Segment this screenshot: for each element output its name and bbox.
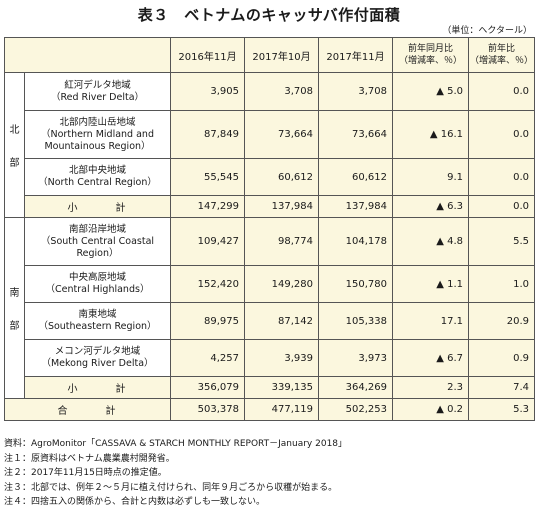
cell-2017-11: 105,338 [318,302,393,340]
cell-2016-11: 55,545 [170,158,245,196]
cell-yoy: 1.0 [468,265,535,303]
table-title: 表３ ベトナムのキャッサバ作付面積 [137,6,401,24]
cell-yoy-month: ▲ 6.3 [392,195,469,218]
region-name: メコン河デルタ地域 （Mekong River Delta） [24,339,171,377]
cell-2017-10: 477,119 [244,398,319,421]
cell-2017-11: 104,178 [318,217,393,266]
cell-2017-11: 502,253 [318,398,393,421]
header-col2: 2017年10月 [244,37,319,73]
subtotal-label: 小 計 [24,195,171,218]
cell-2017-10: 87,142 [244,302,319,340]
cell-yoy: 5.3 [468,398,535,421]
group-south: 南部 [4,217,25,399]
cell-yoy-month: ▲ 0.2 [392,398,469,421]
cell-2016-11: 87,849 [170,110,245,159]
cell-2017-11: 60,612 [318,158,393,196]
table-row: 北部内陸山岳地域 （Northern Midland and Mountainous… [5,110,535,159]
header-row: 2016年11月 2017年10月 2017年11月 前年同月比 （増減率、％） … [4,37,535,73]
cell-2017-11: 3,973 [318,339,393,377]
header-col5: 前年比 （増減率、％） [468,37,535,73]
cell-2016-11: 3,905 [170,72,245,111]
table-row: 北部 紅河デルタ地域 （Red River Delta） 3,905 3,708 … [4,72,535,218]
cell-2016-11: 152,420 [170,265,245,303]
cell-2017-10: 98,774 [244,217,319,266]
region-name: 中央高原地域 （Central Highlands） [24,265,171,303]
subtotal-label: 小 計 [24,376,171,399]
cassava-area-table: 2016年11月 2017年10月 2017年11月 前年同月比 （増減率、％） … [4,37,535,421]
unit-label: （単位：ヘクタール） [442,26,532,36]
cell-2016-11: 503,378 [170,398,245,421]
subtotal-row: 小 計 147,299 137,984 137,984 ▲ 6.3 0.0 [5,195,535,218]
region-name: 南部沿岸地域 （South Central Coastal Region） [24,217,171,266]
cell-yoy-month: 9.1 [392,158,469,196]
cell-yoy: 0.9 [468,339,535,377]
cell-yoy: 5.5 [468,217,535,266]
cell-2017-11: 73,664 [318,110,393,159]
cell-2016-11: 109,427 [170,217,245,266]
cell-yoy-month: 17.1 [392,302,469,340]
cell-2017-11: 3,708 [318,72,393,111]
note-3: 注３：北部では、例年２～５月に植え付けられ、同年９月ごろから収穫が始まる。 [4,482,338,493]
cell-2016-11: 147,299 [170,195,245,218]
cell-2017-10: 149,280 [244,265,319,303]
region-name: 紅河デルタ地域 （Red River Delta） [24,72,171,111]
cell-yoy: 7.4 [468,376,535,399]
cell-yoy: 0.0 [468,72,535,111]
cell-2017-10: 73,664 [244,110,319,159]
cell-2017-11: 364,269 [318,376,393,399]
note-1: 注１：原資料はベトナム農業農村開発省。 [4,453,175,464]
region-name: 北部中央地域 （North Central Region） [24,158,171,196]
header-col3: 2017年11月 [318,37,393,73]
total-label: 合 計 [4,398,171,421]
region-name: 南東地域 （Southeastern Region） [24,302,171,340]
cell-yoy: 0.0 [468,158,535,196]
table-row: 南部 南部沿岸地域 （South Central Coastal Region） 1… [4,217,535,399]
group-north: 北部 [4,72,25,218]
cell-yoy: 0.0 [468,195,535,218]
table-row: 北部中央地域 （North Central Region） 55,545 60,6… [5,158,535,196]
total-row: 合 計 503,378 477,119 502,253 ▲ 0.2 5.3 [4,398,535,421]
note-2: 注２：2017年11月15日時点の推定値。 [4,468,167,478]
cell-2017-11: 137,984 [318,195,393,218]
table-row: メコン河デルタ地域 （Mekong River Delta） 4,257 3,93… [5,339,535,377]
header-corner [4,37,171,73]
cell-2016-11: 356,079 [170,376,245,399]
header-col1: 2016年11月 [170,37,245,73]
cell-2017-10: 339,135 [244,376,319,399]
table-row: 中央高原地域 （Central Highlands） 152,420 149,28… [5,265,535,303]
cell-yoy-month: ▲ 4.8 [392,217,469,266]
cell-yoy-month: ▲ 16.1 [392,110,469,159]
header-col4: 前年同月比 （増減率、％） [392,37,469,73]
cell-yoy: 0.0 [468,110,535,159]
table-row: 南東地域 （Southeastern Region） 89,975 87,142 … [5,302,535,340]
cell-2017-11: 150,780 [318,265,393,303]
subtotal-row: 小 計 356,079 339,135 364,269 2.3 7.4 [5,376,535,399]
cell-2017-10: 3,708 [244,72,319,111]
notes: 資料：AgroMonitor「CASSAVA & STARCH MONTHLY … [4,437,347,510]
cell-2017-10: 3,939 [244,339,319,377]
note-4: 注４：四捨五入の関係から、合計と内数は必ずしも一致しない。 [4,497,266,507]
cell-yoy-month: ▲ 1.1 [392,265,469,303]
cell-2016-11: 4,257 [170,339,245,377]
cell-yoy: 20.9 [468,302,535,340]
cell-2017-10: 137,984 [244,195,319,218]
region-name: 北部内陸山岳地域 （Northern Midland and Mountainous… [24,110,171,159]
cell-yoy-month: ▲ 6.7 [392,339,469,377]
cell-yoy-month: ▲ 5.0 [392,72,469,111]
cell-2016-11: 89,975 [170,302,245,340]
cell-2017-10: 60,612 [244,158,319,196]
cell-yoy-month: 2.3 [392,376,469,399]
source-note: 資料：AgroMonitor「CASSAVA & STARCH MONTHLY … [4,439,348,449]
